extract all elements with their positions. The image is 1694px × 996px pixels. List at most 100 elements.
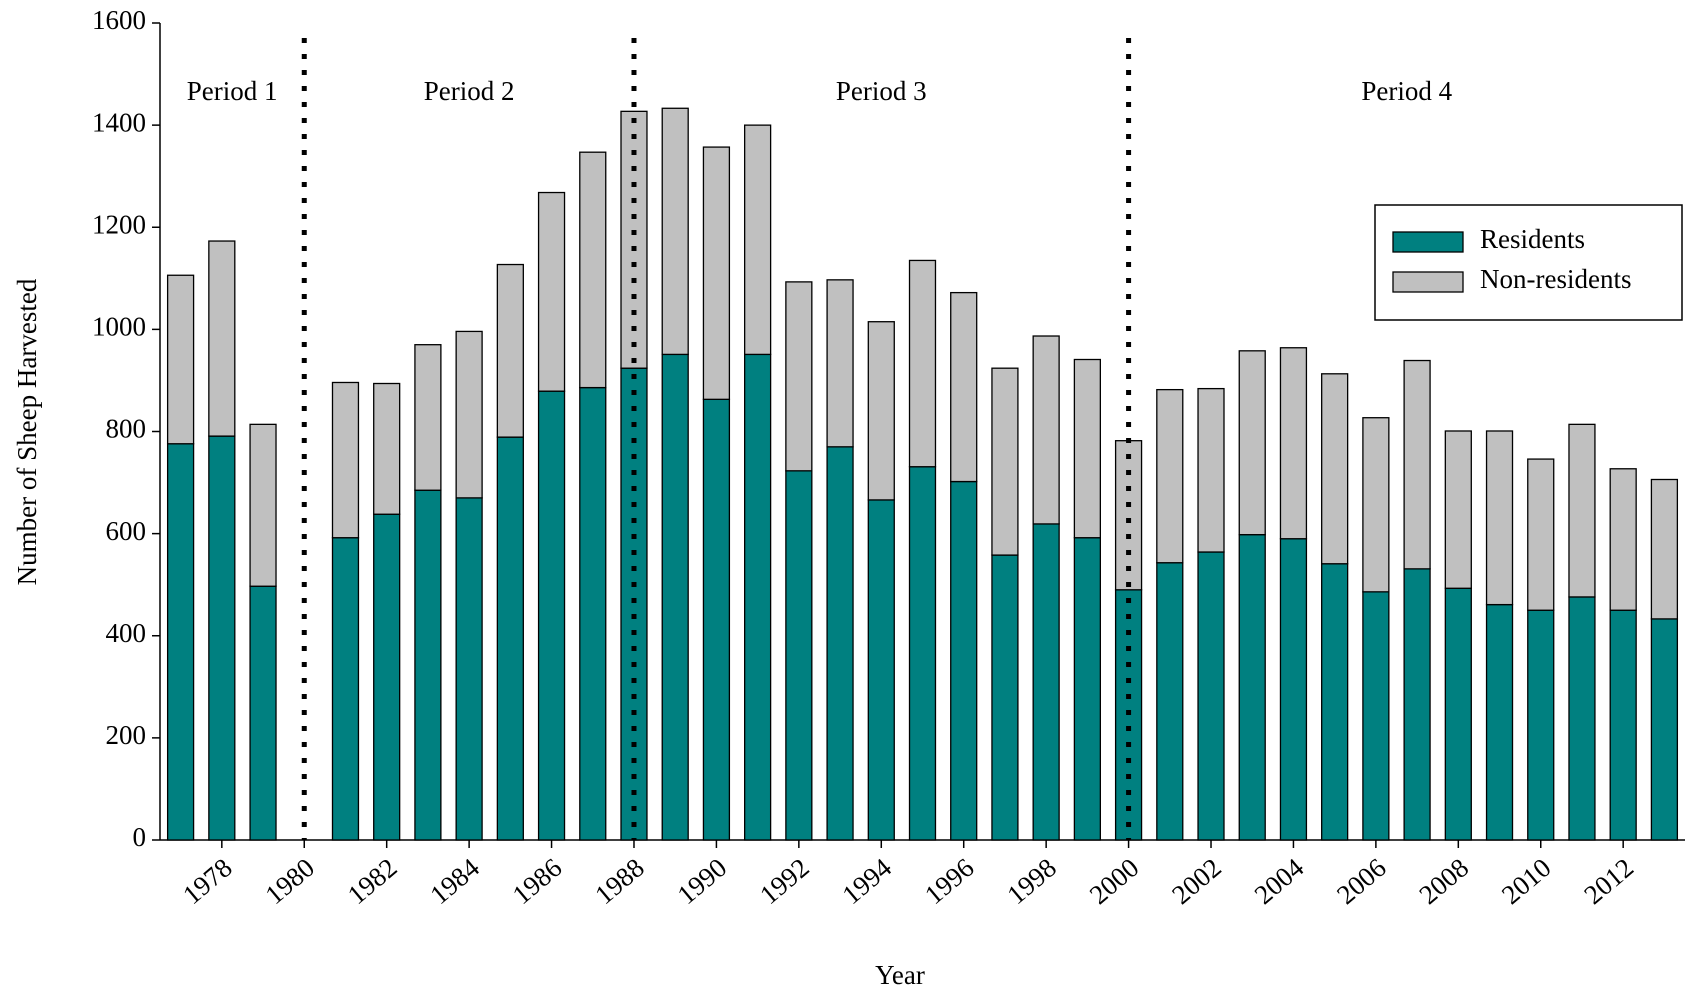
bar-segment [1032, 335, 1060, 525]
bar-segment [1485, 430, 1514, 606]
bar-segment [661, 107, 689, 356]
bar-segment [496, 263, 524, 438]
y-tick-label: 400 [106, 618, 147, 648]
bar-segment [373, 382, 401, 515]
x-tick-label: 1988 [589, 852, 650, 910]
bar-segment [744, 124, 772, 356]
bar-segment [579, 386, 607, 841]
legend-box [1374, 204, 1683, 321]
y-tick-label: 0 [133, 822, 147, 852]
y-tick-label: 1600 [92, 5, 146, 35]
bar-segment [950, 480, 978, 841]
legend-swatch [1392, 271, 1464, 293]
bar-segment [867, 499, 895, 841]
x-tick-label: 1984 [424, 852, 485, 910]
bar-segment [1609, 609, 1637, 841]
bar-segment [785, 470, 813, 841]
bar-segment [1362, 591, 1390, 841]
bar-segment [702, 398, 731, 841]
bar-segment [1073, 358, 1101, 539]
bar-segment [414, 489, 442, 841]
bar-segment [1197, 551, 1225, 841]
bar-segment [1444, 587, 1472, 841]
period-label: Period 1 [187, 76, 278, 106]
x-tick-label: 2002 [1166, 852, 1227, 910]
bar-segment [826, 279, 854, 448]
x-tick-label: 2012 [1578, 852, 1639, 910]
bar-segment [1403, 359, 1431, 570]
bar-segment [1279, 538, 1308, 841]
bar-segment [496, 436, 524, 841]
bar-segment [1444, 430, 1472, 589]
y-tick-label: 1000 [92, 312, 146, 342]
bar-segment [1321, 563, 1349, 841]
bar-segment [1527, 609, 1555, 841]
bar-segment [1073, 537, 1101, 841]
bar-segment [166, 274, 195, 445]
x-tick-label: 2004 [1249, 852, 1310, 910]
legend-label: Non-residents [1480, 264, 1631, 294]
y-tick-label: 1400 [92, 107, 146, 137]
bar-segment [537, 390, 566, 841]
bar-segment [1527, 458, 1555, 611]
bar-segment [1568, 596, 1596, 841]
bar-segment [455, 330, 483, 499]
bar-segment [1197, 387, 1225, 553]
bar-segment [249, 423, 277, 587]
y-tick-label: 200 [106, 720, 147, 750]
bar-segment [785, 281, 813, 472]
x-tick-label: 1990 [672, 852, 733, 910]
legend-swatch [1392, 231, 1464, 253]
y-tick-label: 800 [106, 414, 147, 444]
bar-segment [166, 443, 195, 841]
bar-segment [991, 554, 1019, 841]
x-tick-label: 1982 [342, 852, 403, 910]
bar-segment [1321, 373, 1349, 565]
x-tick-label: 1992 [754, 852, 815, 910]
bar-segment [1238, 533, 1266, 841]
x-tick-label: 1986 [507, 852, 568, 910]
x-tick-label: 1994 [836, 852, 897, 910]
bar-segment [537, 191, 566, 392]
bar-segment [1156, 388, 1184, 564]
x-tick-label: 2008 [1414, 852, 1475, 910]
y-tick-label: 600 [106, 516, 147, 546]
x-tick-label: 1996 [919, 852, 980, 910]
bar-segment [208, 435, 236, 841]
x-tick-label: 1998 [1001, 852, 1062, 910]
bar-segment [661, 353, 689, 841]
bar-segment [867, 321, 895, 501]
bar-segment [331, 537, 360, 841]
bar-segment [1032, 523, 1060, 841]
bar-segment [579, 151, 607, 389]
bar-segment [373, 513, 401, 841]
bar-segment [414, 344, 442, 491]
bar-segment [1362, 417, 1390, 593]
y-tick-label: 1200 [92, 209, 146, 239]
bar-segment [950, 291, 978, 483]
period-label: Period 2 [424, 76, 515, 106]
x-tick-label: 2006 [1331, 852, 1392, 910]
bar-segment [455, 497, 483, 841]
x-tick-label: 1978 [177, 852, 238, 910]
bar-segment [1238, 350, 1266, 536]
bar-segment [1156, 562, 1184, 841]
bar-segment [908, 259, 937, 468]
bar-segment [1650, 478, 1679, 620]
bar-segment [1279, 347, 1308, 540]
bar-segment [826, 446, 854, 841]
bar-segment [331, 381, 360, 539]
x-tick-label: 2010 [1496, 852, 1557, 910]
bar-segment [744, 353, 772, 841]
bar-segment [1609, 468, 1637, 611]
period-label: Period 3 [836, 76, 927, 106]
legend-label: Residents [1480, 224, 1585, 254]
bar-segment [1485, 603, 1514, 841]
x-tick-label: 1980 [259, 852, 320, 910]
period-label: Period 4 [1361, 76, 1452, 106]
bar-segment [702, 146, 731, 400]
bar-segment [1403, 568, 1431, 841]
bar-segment [1650, 618, 1679, 841]
x-axis-label: Year [875, 960, 925, 990]
